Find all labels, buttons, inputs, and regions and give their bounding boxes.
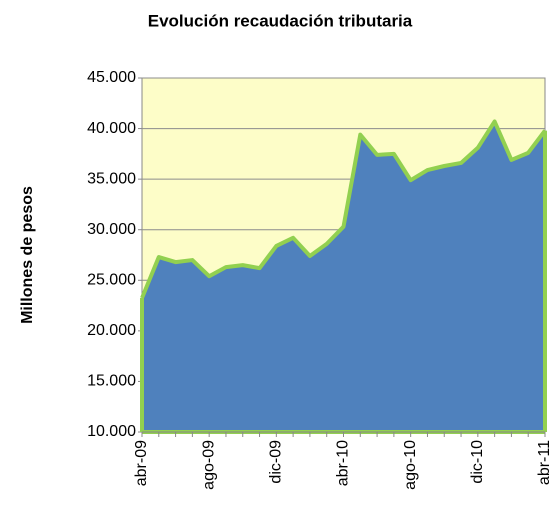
y-tick-label: 40.000 bbox=[87, 120, 136, 137]
x-tick-label: ago-09 bbox=[200, 440, 217, 490]
chart-title: Evolución recaudación tributaria bbox=[148, 11, 413, 30]
y-tick-label: 45.000 bbox=[87, 69, 136, 86]
area-line bbox=[140, 119, 547, 299]
y-tick-label: 20.000 bbox=[87, 322, 136, 339]
x-tick-label: abr-09 bbox=[133, 440, 150, 486]
x-tick-label: abr-10 bbox=[335, 440, 352, 486]
area bbox=[142, 121, 545, 433]
y-tick-label: 10.000 bbox=[87, 423, 136, 440]
y-tick-label: 30.000 bbox=[87, 221, 136, 238]
y-tick-label: 15.000 bbox=[87, 373, 136, 390]
x-tick-label: ago-10 bbox=[402, 440, 419, 490]
y-axis-title: Millones de pesos bbox=[19, 186, 36, 324]
x-tick-label: dic-10 bbox=[469, 440, 486, 484]
x-tick-label: abr-11 bbox=[536, 440, 553, 485]
y-tick-label: 35.000 bbox=[87, 170, 136, 187]
y-tick-label: 25.000 bbox=[87, 272, 136, 289]
x-tick-label: dic-09 bbox=[268, 440, 285, 484]
